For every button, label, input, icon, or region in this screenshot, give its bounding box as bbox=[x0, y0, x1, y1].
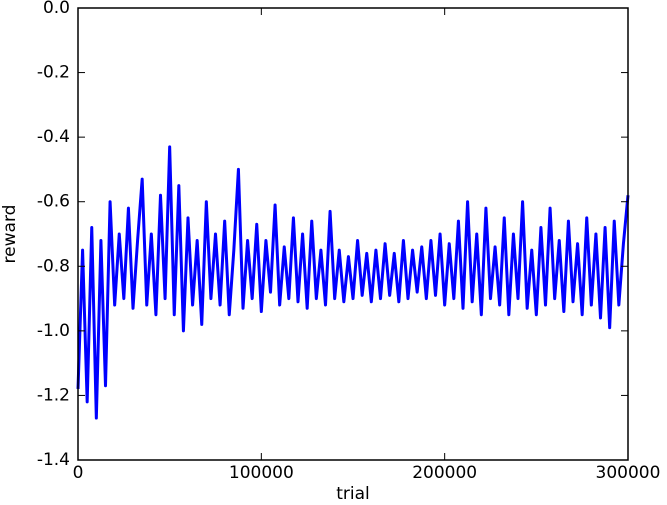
y-tick-label: -1.0 bbox=[37, 321, 70, 341]
y-tick-label: -1.4 bbox=[37, 450, 70, 470]
x-tick-label: 100000 bbox=[229, 463, 294, 483]
y-tick-label: -0.6 bbox=[37, 192, 70, 212]
x-axis-label: trial bbox=[336, 484, 370, 504]
line bbox=[76, 145, 630, 420]
y-tick-label: -1.2 bbox=[37, 385, 70, 405]
y-tick-label: -0.8 bbox=[37, 256, 70, 276]
y-axis-label: reward bbox=[0, 205, 20, 264]
x-tick-label: 0 bbox=[73, 463, 84, 483]
x-tick-label: 300000 bbox=[596, 463, 661, 483]
plot-frame bbox=[77, 7, 629, 461]
x-tick-label: 200000 bbox=[412, 463, 477, 483]
y-tick-label: -0.2 bbox=[37, 63, 70, 83]
y-tick-label: -0.4 bbox=[37, 127, 70, 147]
y-tick-label: 0.0 bbox=[43, 0, 70, 18]
